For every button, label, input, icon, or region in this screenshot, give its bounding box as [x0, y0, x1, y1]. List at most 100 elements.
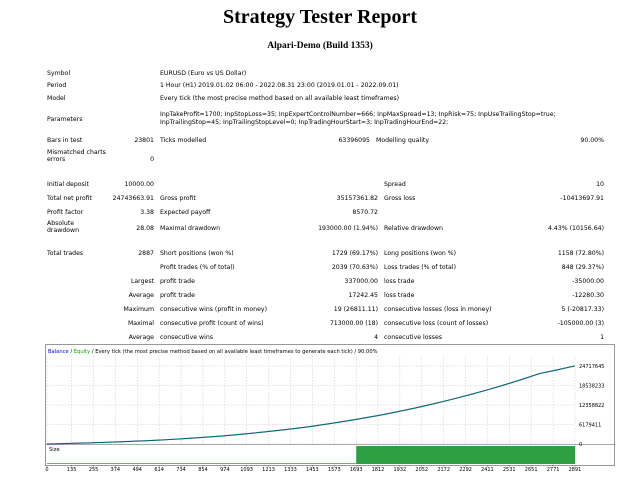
loss-trades-value: 848 (29.37%): [561, 264, 604, 271]
x-tick-label: 1573: [328, 467, 341, 473]
avg-consecutive-losses-label: consecutive losses: [384, 334, 443, 341]
bars-label: Bars in test: [47, 137, 83, 144]
x-tick-label: 1693: [350, 467, 363, 473]
y-tick-label: 12358822: [579, 403, 604, 409]
symbol-label: Symbol: [47, 70, 71, 77]
y-tick-label: 0: [579, 442, 582, 448]
x-tick-label: 2411: [481, 467, 494, 473]
x-tick-label: 1932: [393, 467, 406, 473]
x-tick-label: 1453: [306, 467, 319, 473]
x-tick-label: 2172: [437, 467, 450, 473]
expected-payoff-value: 8570.72: [352, 209, 378, 216]
x-tick-label: 734: [176, 467, 186, 473]
x-tick-label: 0: [45, 467, 48, 473]
x-tick-label: 1812: [372, 467, 385, 473]
report-subtitle: Alpari-Demo (Build 1353): [267, 41, 373, 51]
long-positions-label: Long positions (won %): [384, 250, 457, 257]
x-tick-label: 2771: [547, 467, 560, 473]
average-label: Average: [128, 292, 154, 299]
initial-deposit-value: 10000.00: [124, 181, 154, 188]
x-tick-label: 2891: [569, 467, 582, 473]
absolute-drawdown-label: Absolute drawdown: [47, 220, 80, 234]
x-tick-label: 614: [154, 467, 164, 473]
max-consecutive-wins-label: consecutive wins (profit in money): [160, 306, 267, 313]
gross-loss-label: Gross loss: [384, 195, 416, 202]
parameters-line-2: InpTrailingStop=45; InpTrailingStopLevel…: [160, 119, 449, 126]
maximal-consecutive-profit-value: 713000.00 (18): [329, 320, 378, 327]
short-positions-value: 1729 (69.17%): [331, 250, 378, 257]
size-label: Size: [49, 447, 60, 453]
bars-value: 23801: [134, 137, 154, 144]
chart-header-balance: Balance: [48, 349, 69, 355]
average-loss-label: loss trade: [384, 292, 415, 299]
chart-lines: [46, 365, 576, 445]
short-positions-label: Short positions (won %): [160, 250, 234, 257]
spread-label: Spread: [384, 181, 406, 188]
symbol-value: EURUSD (Euro vs US Dollar): [160, 70, 247, 77]
x-tick-label: 1093: [240, 467, 253, 473]
x-tick-label: 854: [198, 467, 208, 473]
ticks-label: Ticks modelled: [160, 137, 207, 144]
maximal-consecutive-loss-value: -105000.00 (3): [557, 320, 604, 327]
x-tick-label: 374: [111, 467, 121, 473]
period-label: Period: [47, 82, 67, 89]
initial-deposit-label: Initial deposit: [47, 181, 89, 188]
y-tick-label: 24717645: [579, 364, 604, 370]
avg-label: Average: [128, 334, 154, 341]
x-tick-label: 2531: [503, 467, 516, 473]
maximal-consecutive-loss-label: consecutive loss (count of losses): [384, 320, 489, 327]
x-tick-label: 2651: [525, 467, 538, 473]
profit-trades-label: Profit trades (% of total): [160, 264, 235, 271]
x-tick-label: 1213: [262, 467, 275, 473]
largest-profit-value: 337000.00: [344, 278, 378, 285]
y-tick-label: 18538233: [579, 384, 604, 390]
average-loss-value: -12280.30: [572, 292, 604, 299]
avg-consecutive-wins-value: 4: [374, 334, 378, 341]
total-trades-label: Total trades: [47, 250, 84, 257]
loss-trades-label: Loss trades (% of total): [384, 264, 456, 271]
x-tick-label: 2052: [415, 467, 428, 473]
quality-label: Modelling quality: [376, 137, 429, 144]
spread-value: 10: [596, 181, 604, 188]
avg-consecutive-wins-label: consecutive wins: [160, 334, 213, 341]
relative-drawdown-value: 4.43% (10156.64): [548, 225, 604, 232]
maximal-drawdown-value: 193000.00 (1.94%): [318, 225, 378, 232]
largest-loss-label: loss trade: [384, 278, 415, 285]
maximum-label: Maximum: [123, 306, 155, 313]
x-tick-label: 494: [132, 467, 142, 473]
max-consecutive-wins-value: 19 (26811.11): [333, 306, 378, 313]
x-tick-label: 255: [89, 467, 99, 473]
x-axis-ticks: 0 135 255 374 494 614 734 854 974 1093 1213 1333 145…: [45, 465, 581, 473]
series-line-equity: [46, 365, 576, 445]
model-value: Every tick (the most precise method base…: [160, 95, 400, 102]
x-tick-label: 974: [220, 467, 230, 473]
absolute-drawdown-value: 28.08: [136, 225, 154, 232]
parameters-line-1: InpTakeProfit=1700; InpStopLoss=35; InpE…: [160, 111, 556, 118]
profit-factor-value: 3.38: [140, 209, 154, 216]
gross-loss-value: -10413697.91: [560, 195, 604, 202]
net-profit-label: Total net profit: [47, 195, 92, 202]
x-tick-label: 2292: [459, 467, 472, 473]
quality-value: 90.00%: [580, 137, 604, 144]
relative-drawdown-label: Relative drawdown: [384, 225, 443, 232]
average-profit-label: profit trade: [160, 292, 195, 299]
largest-loss-value: -35000.00: [572, 278, 604, 285]
chart-frame: [45, 344, 615, 466]
largest-label: Largest: [130, 278, 154, 285]
mismatched-label: Mismatched charts errors: [47, 149, 106, 163]
ticks-value: 63396095: [338, 137, 371, 144]
maximal-consecutive-profit-label: consecutive profit (count of wins): [160, 320, 264, 327]
expected-payoff-label: Expected payoff: [160, 209, 211, 216]
profit-factor-label: Profit factor: [47, 209, 84, 216]
profit-trades-value: 2039 (70.63%): [331, 264, 378, 271]
chart-header-sep: /: [69, 349, 74, 355]
y-axis-ticks: 24717645 18538233 12358822 6179411 0: [579, 364, 604, 448]
period-value: 1 Hour (H1) 2019.01.02 06:00 - 2022.08.3…: [160, 82, 399, 89]
total-trades-value: 2887: [138, 250, 154, 257]
average-profit-value: 17242.45: [348, 292, 378, 299]
gross-profit-label: Gross profit: [160, 195, 196, 202]
avg-consecutive-losses-value: 1: [600, 334, 604, 341]
max-consecutive-losses-value: 5 (-20817.33): [561, 306, 605, 313]
gross-profit-value: 35157361.82: [336, 195, 378, 202]
report-title: Strategy Tester Report: [222, 6, 418, 28]
